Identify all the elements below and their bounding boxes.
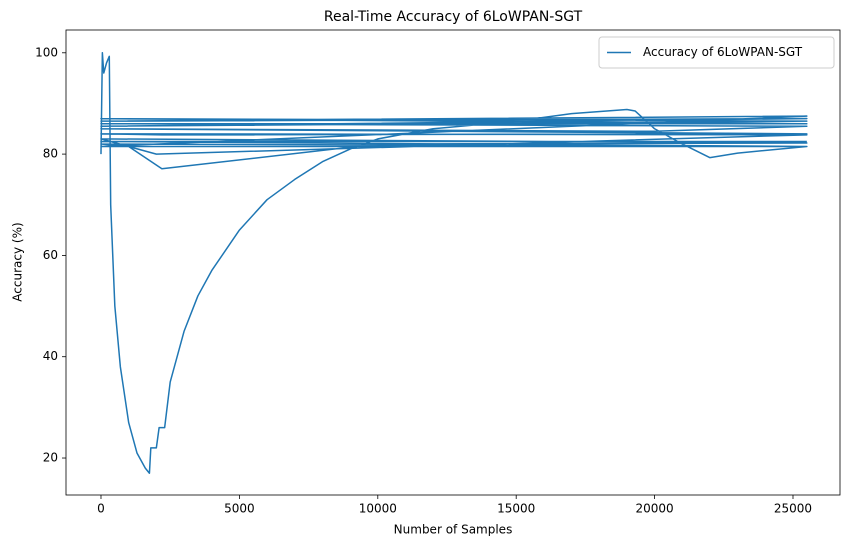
chart-title: Real-Time Accuracy of 6LoWPAN-SGT [324, 9, 583, 25]
x-tick-label: 20000 [636, 502, 674, 516]
axes-frame [65, 29, 841, 496]
x-tick-label: 25000 [774, 502, 812, 516]
y-tick-label: 20 [43, 451, 58, 465]
legend-label: Accuracy of 6LoWPAN-SGT [643, 45, 803, 59]
x-tick-label: 0 [97, 502, 105, 516]
y-tick-label: 80 [43, 147, 58, 161]
x-axis-label: Number of Samples [394, 523, 513, 537]
y-tick-label: 40 [43, 349, 58, 363]
x-tick-label: 5000 [224, 502, 255, 516]
x-tick-label: 15000 [497, 502, 535, 516]
data-line [100, 52, 808, 474]
y-tick-label: 100 [35, 45, 58, 59]
y-axis-label: Accuracy (%) [11, 222, 25, 301]
legend-box [598, 36, 835, 69]
y-tick-label: 60 [43, 248, 58, 262]
x-tick-label: 10000 [359, 502, 397, 516]
